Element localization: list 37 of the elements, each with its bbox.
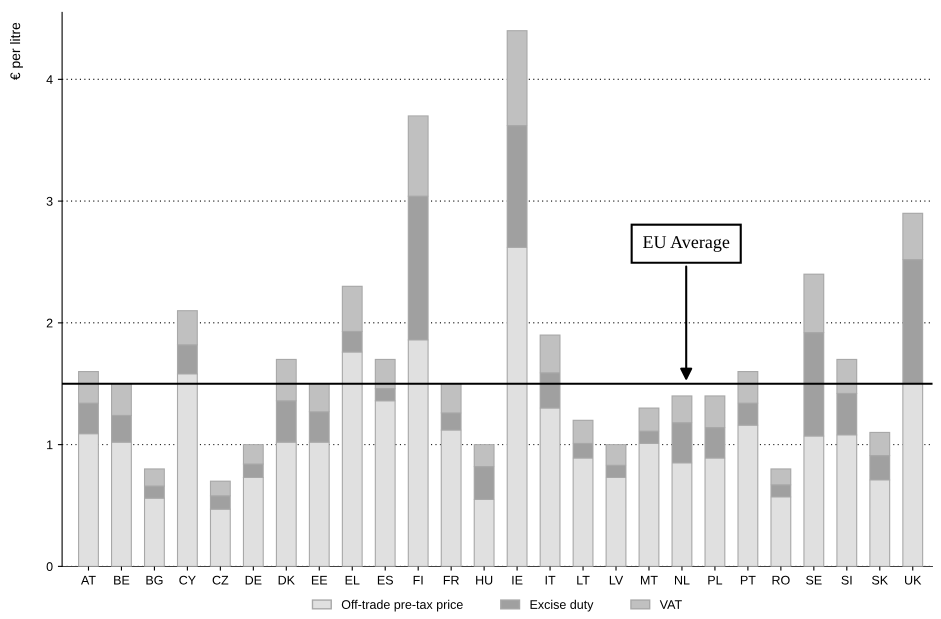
x-tick-label: FI (414, 576, 423, 584)
x-tick-label: EL (346, 576, 360, 584)
x-tick-label: CZ (212, 576, 228, 585)
x-tick-label: ES (378, 576, 393, 585)
x-tick-label: SK (872, 576, 888, 585)
x-tick-label: MT (640, 576, 658, 584)
x-tick-label: DE (246, 576, 262, 584)
legend-label: Excise duty (530, 600, 594, 612)
x-tick-label: LT (577, 576, 590, 584)
y-tick-label: 0 (46, 562, 53, 572)
x-tick-label: UK (905, 576, 922, 585)
bar (902, 383, 924, 566)
x-tick-label: EE (312, 576, 328, 584)
x-tick-label: CY (179, 576, 196, 585)
x-tick-label: FR (444, 576, 459, 584)
x-tick-label: SE (806, 576, 822, 585)
x-tick-label: LV (610, 576, 624, 584)
y-tick-label: 1 (47, 440, 52, 450)
x-tick-label: NL (674, 576, 690, 584)
legend-label: Off-trade pre-tax price (342, 600, 463, 612)
x-tick-label: IE (512, 576, 522, 584)
x-tick-label: BG (146, 576, 163, 585)
x-tick-label: IT (546, 576, 556, 584)
x-tick-label: HU (476, 576, 492, 585)
ref-line-label: EU Average (643, 236, 730, 252)
x-tick-label: DK (278, 576, 295, 584)
x-tick-label: AT (80, 576, 96, 584)
y-axis-title: € per litre (10, 22, 23, 80)
legend-label: VAT (660, 600, 682, 609)
x-tick-label: PT (740, 576, 756, 584)
y-tick-label: 2 (46, 318, 52, 328)
x-tick-label: BE (114, 576, 130, 584)
x-tick-label: RO (772, 576, 790, 585)
y-tick-label: 4 (46, 75, 53, 84)
x-tick-label: SI (841, 576, 852, 585)
y-tick-label: 3 (46, 196, 53, 206)
x-tick-label: PL (708, 576, 722, 584)
